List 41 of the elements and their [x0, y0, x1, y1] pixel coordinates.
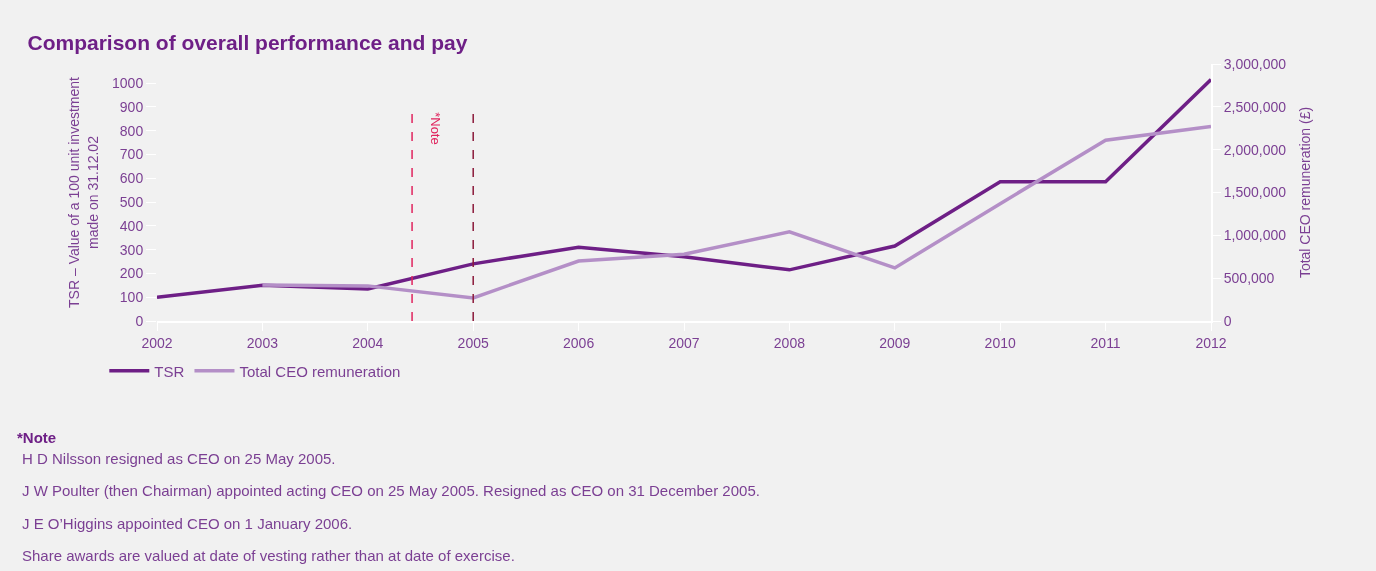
x-tick-label: 2007 [668, 334, 700, 351]
y-tick-label: 400 [119, 217, 144, 234]
ref-line-label: *Note [428, 112, 444, 145]
x-tick-label: 2011 [1090, 334, 1121, 351]
y-tick-label: 300 [119, 241, 144, 258]
x-tick-label: 2006 [563, 334, 595, 351]
text: J E O’Higgins appointed CEO on 1 January 2006. [22, 515, 353, 532]
x-tick-label: 2012 [1195, 334, 1227, 351]
x-tick-label: 2010 [984, 334, 1016, 351]
y2-tick-label: 500,000 [1223, 270, 1275, 287]
y-tick-label: 200 [119, 265, 144, 282]
text: J W Poulter (then Chairman) appointed acting CEO on 25 May 2005. Resigned as CEO on 31 December 2005. [22, 482, 760, 499]
chart-title: Comparison of overall performance and pay [27, 31, 468, 55]
x-tick-label: 2005 [457, 334, 489, 351]
line-series [157, 77, 1211, 299]
y2-tick-label: 2,500,000 [1223, 98, 1287, 115]
y-tick-label: 0 [135, 312, 144, 329]
x-tick-label: 2009 [879, 334, 911, 351]
x-tick-label: 2003 [246, 334, 279, 351]
y2-tick-label: 1,000,000 [1223, 227, 1287, 244]
text: *Note [17, 429, 57, 446]
legend-label: TSR [154, 362, 185, 380]
y-tick-label: 600 [119, 170, 144, 187]
legend-label: Total CEO remuneration [239, 362, 401, 380]
y2-axis-title: Total CEO remuneration (£) [1297, 106, 1314, 279]
y-tick-label: 500 [119, 193, 144, 210]
y2-tick-label: 0 [1223, 312, 1232, 329]
y-tick-label: 1000 [112, 74, 144, 91]
y2-tick-label: 3,000,000 [1223, 55, 1287, 72]
x-tick-label: 2004 [352, 334, 384, 351]
y-tick-label: 700 [119, 146, 144, 163]
text: Share awards are valued at date of vesting rather than at date of exercise. [22, 547, 515, 564]
text: H D Nilsson resigned as CEO on 25 May 2005. [22, 450, 336, 467]
y2-tick-label: 1,500,000 [1223, 184, 1287, 201]
y-axis-title: TSR – Value of a 100 unit investment made on 31.12.02 [66, 76, 101, 308]
x-tick-label: 2002 [141, 334, 173, 351]
y-tick-label: 100 [119, 289, 144, 306]
y2-tick-label: 2,000,000 [1223, 141, 1287, 158]
y-tick-label: 800 [119, 122, 144, 139]
x-tick-label: 2008 [773, 334, 806, 351]
y-tick-label: 900 [119, 98, 144, 115]
